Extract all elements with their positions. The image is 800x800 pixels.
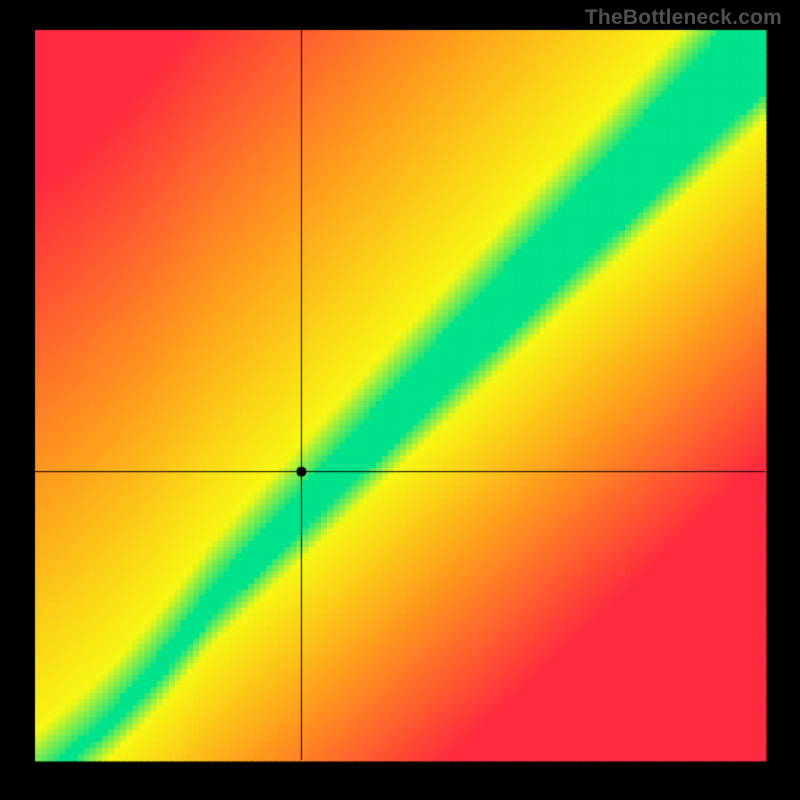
bottleneck-heatmap bbox=[0, 0, 800, 800]
watermark-text: TheBottleneck.com bbox=[585, 6, 782, 30]
